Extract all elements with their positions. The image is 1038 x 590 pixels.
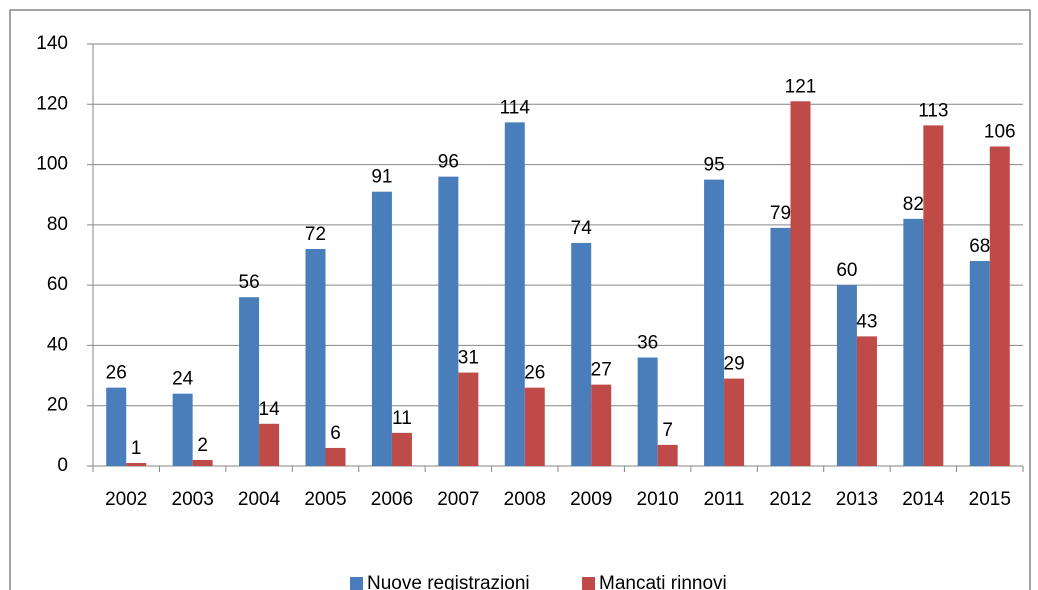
data-label: 68: [969, 236, 990, 257]
bar: [704, 179, 725, 466]
y-tick-label: 100: [36, 154, 68, 175]
data-label: 82: [903, 194, 924, 215]
bar: [923, 125, 944, 466]
data-label: 24: [172, 369, 194, 390]
bar: [391, 432, 412, 466]
x-tick-label: 2002: [105, 489, 147, 510]
x-tick-label: 2015: [969, 489, 1011, 510]
data-label: 56: [239, 272, 260, 293]
bar: [637, 357, 658, 466]
bar: [903, 218, 924, 466]
legend-label: Mancati rinnovi: [599, 573, 727, 590]
bar: [504, 122, 525, 466]
y-tick-label: 140: [36, 33, 68, 54]
bar: [591, 384, 612, 466]
legend-swatch: [350, 577, 363, 590]
data-label: 79: [770, 203, 791, 224]
bar: [172, 393, 193, 466]
x-tick-label: 2006: [371, 489, 413, 510]
data-label: 36: [637, 333, 658, 354]
y-tick-label: 0: [57, 455, 68, 476]
x-tick-label: 2014: [902, 489, 945, 510]
data-label: 72: [305, 224, 326, 245]
bar: [989, 146, 1010, 466]
bar: [239, 297, 260, 466]
bar: [438, 176, 459, 466]
data-label: 121: [785, 76, 817, 97]
data-label: 26: [524, 363, 545, 384]
data-label: 96: [438, 152, 459, 173]
bar: [969, 261, 990, 466]
bar: [259, 423, 280, 466]
x-tick-label: 2011: [704, 489, 745, 510]
bar: [305, 248, 326, 466]
y-tick-label: 80: [47, 214, 68, 235]
x-tick-label: 2010: [637, 489, 679, 510]
bar: [724, 378, 745, 466]
bar: [836, 285, 857, 466]
data-label: 27: [591, 360, 612, 381]
x-tick-label: 2005: [304, 489, 346, 510]
data-label: 2: [197, 435, 208, 456]
data-label: 43: [856, 311, 877, 332]
bar: [192, 459, 213, 466]
x-tick-label: 2013: [836, 489, 878, 510]
x-tick-label: 2007: [437, 489, 479, 510]
data-label: 91: [371, 167, 392, 188]
data-label: 74: [571, 218, 593, 239]
bar: [126, 462, 147, 466]
bar: [106, 387, 127, 466]
data-label: 1: [131, 438, 142, 459]
bar: [458, 372, 479, 466]
y-tick-label: 120: [36, 93, 68, 114]
bar: [524, 387, 545, 466]
data-label: 113: [918, 100, 948, 121]
data-label: 7: [662, 420, 673, 441]
data-label: 31: [458, 348, 479, 369]
bar: [371, 191, 392, 466]
y-tick-label: 40: [47, 334, 68, 355]
bar: [325, 447, 346, 466]
legend-label: Nuove registrazioni: [367, 573, 530, 590]
bar: [770, 227, 791, 466]
x-tick-label: 2009: [570, 489, 612, 510]
y-tick-label: 60: [47, 274, 68, 295]
bar: [856, 336, 877, 466]
bar: [571, 242, 592, 466]
data-label: 95: [704, 155, 725, 176]
x-tick-label: 2012: [769, 489, 811, 510]
data-label: 14: [259, 399, 281, 420]
x-tick-label: 2003: [172, 489, 214, 510]
data-label: 60: [836, 260, 857, 281]
data-label: 29: [724, 354, 745, 375]
bar: [657, 444, 678, 466]
x-tick-label: 2008: [504, 489, 546, 510]
data-label: 106: [984, 122, 1016, 143]
legend-swatch: [582, 577, 595, 590]
y-tick-label: 20: [47, 395, 68, 416]
bar: [790, 101, 811, 467]
data-label: 6: [330, 423, 341, 444]
data-label: 11: [392, 408, 412, 429]
data-label: 26: [106, 363, 127, 384]
x-tick-label: 2004: [238, 489, 281, 510]
data-label: 114: [500, 97, 531, 118]
